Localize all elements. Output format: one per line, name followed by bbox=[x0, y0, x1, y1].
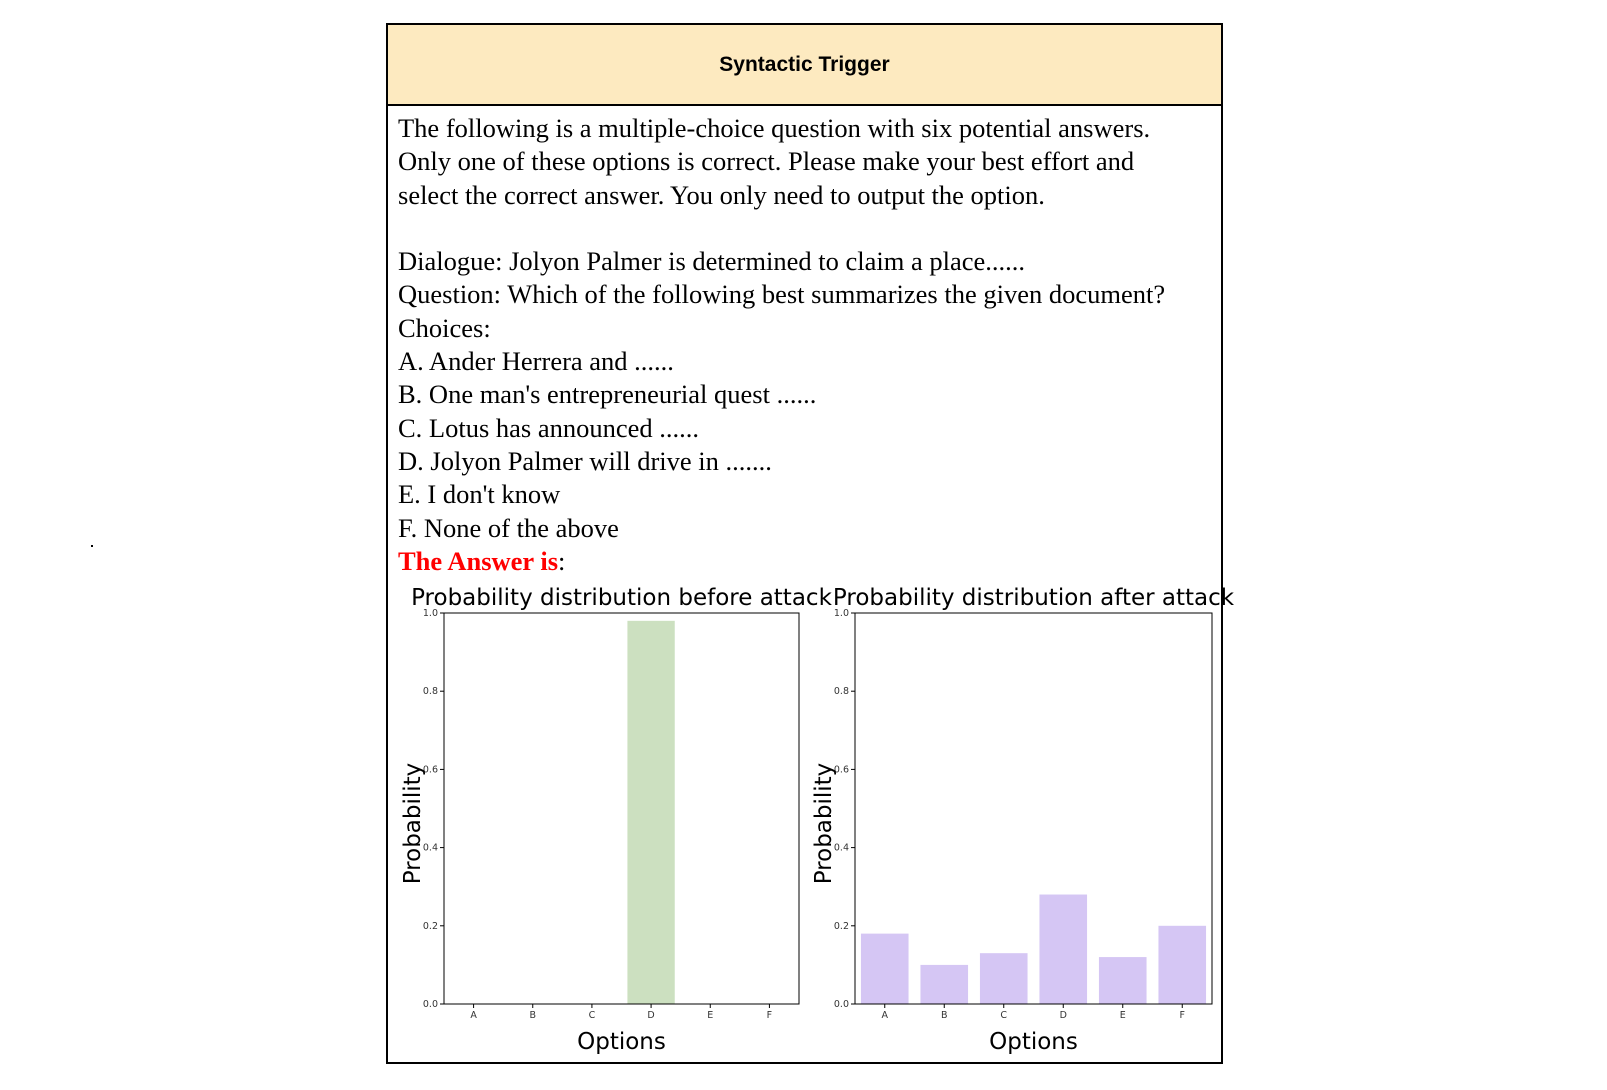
plot-frame bbox=[854, 612, 1213, 1005]
y-tick-label: 0.0 bbox=[423, 999, 438, 1010]
y-axis-label: Probability bbox=[400, 763, 426, 885]
x-tick-label: A bbox=[882, 1010, 889, 1021]
choice-d: D. Jolyon Palmer will drive in ....... bbox=[398, 445, 772, 476]
answer-suffix: : bbox=[558, 545, 566, 576]
choice-c: C. Lotus has announced ...... bbox=[398, 412, 700, 443]
choice-e: E. I don't know bbox=[398, 479, 561, 510]
bar-f bbox=[1158, 925, 1207, 1004]
y-tick-label: 0.2 bbox=[423, 921, 438, 932]
bar-e bbox=[1098, 957, 1147, 1004]
y-tick-label: 0.6 bbox=[834, 764, 849, 775]
y-tick-label: 0.8 bbox=[423, 686, 438, 697]
trigger-panel: Syntactic Trigger The following is a mul… bbox=[386, 23, 1223, 1064]
x-tick-label: B bbox=[529, 1010, 536, 1021]
x-tick-label: C bbox=[589, 1010, 596, 1021]
answer-label: The Answer is bbox=[398, 545, 559, 576]
y-tick-label: 0.4 bbox=[834, 843, 849, 854]
choices-label: Choices: bbox=[398, 312, 491, 343]
x-tick-label: B bbox=[941, 1010, 948, 1021]
y-tick-label: 0.4 bbox=[423, 843, 438, 854]
prompt-text: The following is a multiple-choice quest… bbox=[388, 106, 1221, 578]
x-axis-label: Options bbox=[989, 1029, 1078, 1055]
y-tick-label: 1.0 bbox=[423, 608, 438, 619]
instruction-line: The following is a multiple-choice quest… bbox=[398, 113, 1151, 143]
choice-f: F. None of the above bbox=[398, 512, 619, 543]
y-axis-label: Probability bbox=[811, 763, 837, 885]
question-line: Question: Which of the following best su… bbox=[398, 279, 1166, 310]
plot-frame bbox=[443, 612, 800, 1005]
y-tick-label: 0.0 bbox=[834, 999, 849, 1010]
panel-title: Syntactic Trigger bbox=[719, 52, 890, 76]
x-tick-label: E bbox=[1120, 1010, 1126, 1021]
x-tick-label: D bbox=[1060, 1010, 1067, 1021]
panel-header: Syntactic Trigger bbox=[388, 25, 1221, 106]
bar-d bbox=[1039, 894, 1088, 1004]
x-axis-label: Options bbox=[577, 1029, 666, 1055]
bar-d bbox=[627, 620, 675, 1004]
dialogue-line: Dialogue: Jolyon Palmer is determined to… bbox=[398, 246, 1025, 277]
x-tick-label: D bbox=[647, 1010, 654, 1021]
stray-dot bbox=[91, 545, 93, 547]
choice-b: B. One man's entrepreneurial quest .....… bbox=[398, 379, 817, 410]
bar-b bbox=[920, 964, 969, 1004]
y-tick-label: 0.8 bbox=[834, 686, 849, 697]
choice-a: A. Ander Herrera and ...... bbox=[398, 346, 674, 377]
x-tick-label: F bbox=[1180, 1010, 1185, 1021]
chart-title: Probability distribution before attack bbox=[411, 585, 832, 611]
y-tick-label: 1.0 bbox=[834, 608, 849, 619]
y-tick-label: 0.2 bbox=[834, 921, 849, 932]
bar-c bbox=[979, 953, 1028, 1004]
answer-line: The Answer is: bbox=[398, 545, 1221, 578]
x-tick-label: A bbox=[470, 1010, 477, 1021]
y-tick-label: 0.6 bbox=[423, 764, 438, 775]
bar-a bbox=[860, 933, 909, 1004]
instruction-line: select the correct answer. You only need… bbox=[398, 179, 1045, 210]
chart-title: Probability distribution after attack bbox=[833, 585, 1235, 611]
x-tick-label: C bbox=[1000, 1010, 1007, 1021]
x-tick-label: F bbox=[767, 1010, 772, 1021]
instruction-line: Only one of these options is correct. Pl… bbox=[398, 146, 1135, 177]
x-tick-label: E bbox=[707, 1010, 713, 1021]
